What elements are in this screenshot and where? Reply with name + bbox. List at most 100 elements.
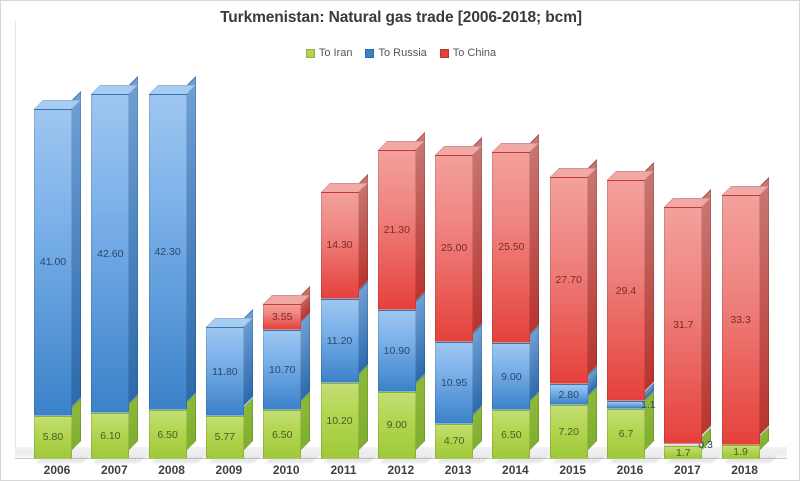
bar-segment-side <box>129 395 139 450</box>
bar-segment-side <box>415 291 425 383</box>
bar-segment-front <box>549 384 588 406</box>
x-axis-label: 2016 <box>616 463 644 477</box>
legend-label-russia: To Russia <box>378 47 427 59</box>
bar-segment[interactable]: 10.20 <box>320 364 368 459</box>
bar-segment[interactable]: 5.80 <box>34 397 81 459</box>
bar-segment-side <box>72 90 81 407</box>
bar-segment[interactable]: 2.80 <box>549 366 597 406</box>
bar-segment[interactable]: 6.10 <box>91 395 139 459</box>
bar-segment-front <box>320 191 359 299</box>
bar-segment[interactable]: 10.95 <box>435 323 483 424</box>
legend-swatch-china <box>439 48 449 58</box>
bar-segment-front <box>377 150 416 310</box>
bar-segment[interactable]: 25.50 <box>492 133 540 343</box>
bar-segment-front <box>435 423 474 459</box>
bar-segment-side <box>186 75 196 402</box>
bar-segment[interactable]: 3.55 <box>263 285 311 331</box>
bar-segment-front <box>34 108 72 416</box>
bar-segment-front <box>263 303 302 331</box>
bar-segment[interactable]: 21.30 <box>377 132 425 310</box>
bar-segment-front <box>664 446 703 459</box>
bar-segment[interactable]: 1.7 <box>664 428 712 459</box>
bar-segment-front <box>435 154 474 342</box>
bar-segment[interactable]: 5.77 <box>205 397 253 459</box>
legend-item-iran[interactable]: To Iran <box>305 47 353 59</box>
bar-segment[interactable]: 42.60 <box>91 76 139 414</box>
bar-segment-front <box>607 408 645 459</box>
bar-segment-side <box>473 323 483 415</box>
bar-segment-side <box>530 324 540 402</box>
x-axis-label: 2011 <box>330 463 357 477</box>
bar-segment[interactable]: 9.00 <box>492 324 540 411</box>
bar-segment-front <box>148 410 187 459</box>
bar-segment[interactable]: 6.50 <box>148 392 196 459</box>
bar-segment-side <box>358 280 368 374</box>
x-axis-label: 2012 <box>387 463 415 477</box>
bar-segment[interactable]: 33.3 <box>721 177 769 445</box>
x-axis-label: 2015 <box>559 463 587 477</box>
bar-segment-side <box>645 390 654 450</box>
bar-segment-front <box>492 342 531 411</box>
bar-segment[interactable]: 42.30 <box>148 75 196 411</box>
bar-segment[interactable]: 6.7 <box>607 390 654 459</box>
bar-segment[interactable]: 25.00 <box>435 136 483 342</box>
axis-frame-left <box>15 21 16 459</box>
legend-label-iran: To Iran <box>318 47 353 59</box>
bar-segment[interactable]: 31.7 <box>664 188 712 445</box>
bar-segment-front <box>664 444 703 447</box>
bar-segment[interactable]: 0.3 <box>664 426 713 451</box>
bar-segment-side <box>186 392 196 450</box>
bar-segment[interactable]: 14.30 <box>320 173 368 299</box>
bar-segment-side <box>415 132 425 301</box>
x-axis-label: 2010 <box>272 463 300 477</box>
bar-segment-side <box>473 136 483 333</box>
bar-segment-front <box>492 410 531 459</box>
bar-segment-front <box>549 405 588 459</box>
legend-item-china[interactable]: To China <box>439 47 497 59</box>
bar-segment[interactable]: 4.70 <box>435 405 483 459</box>
bar-segment-front <box>664 206 703 445</box>
legend-label-china: To China <box>452 47 497 59</box>
bar-segment-side <box>759 177 769 436</box>
bar-segment[interactable]: 41.00 <box>34 90 81 416</box>
bar-segment-side <box>415 373 425 450</box>
x-axis-label: 2009 <box>215 463 243 477</box>
bar-segment-front <box>91 413 130 459</box>
bar-segment-top <box>320 182 368 192</box>
bar-segment[interactable]: 7.20 <box>549 387 597 459</box>
bar-segment[interactable]: 11.80 <box>205 309 253 416</box>
bar-segment-front <box>320 382 359 459</box>
bar-segment[interactable]: 9.00 <box>377 373 425 459</box>
bar-segment[interactable]: 6.50 <box>263 392 311 459</box>
x-axis-label: 2018 <box>731 463 758 477</box>
bar-segment[interactable]: 29.4 <box>607 162 654 401</box>
bar-segment-front <box>607 400 645 409</box>
bar-segment-front <box>91 94 130 414</box>
bar-segment-front <box>148 93 187 411</box>
bar-segment-front <box>721 444 760 459</box>
bar-segment-side <box>301 312 311 402</box>
bar-segment-front <box>435 341 474 424</box>
bar-segment[interactable]: 10.70 <box>263 312 311 411</box>
x-axis-label: 2007 <box>100 463 128 477</box>
legend-swatch-iran <box>305 48 315 58</box>
bar-segment-front <box>34 415 72 459</box>
bar-segment-front <box>492 151 531 343</box>
bar-segment-side <box>645 162 654 392</box>
bar-segment[interactable]: 10.90 <box>377 291 425 392</box>
bar-segment[interactable]: 6.50 <box>492 392 540 459</box>
bar-segment[interactable]: 1.9 <box>721 426 769 459</box>
legend-item-russia[interactable]: To Russia <box>365 47 427 59</box>
x-axis-label: 2013 <box>444 463 472 477</box>
bar-segment[interactable]: 27.70 <box>549 158 597 385</box>
bar-segment-front <box>377 391 416 459</box>
bar-segment-front <box>721 195 760 445</box>
x-axis-label: 2014 <box>502 463 529 477</box>
chart-title: Turkmenistan: Natural gas trade [2006-20… <box>220 9 582 26</box>
bar-segment-front <box>549 176 588 385</box>
bar-segment[interactable]: 1.1 <box>607 382 656 411</box>
bar-segment[interactable]: 11.20 <box>320 280 368 383</box>
bar-segment-front <box>320 298 359 383</box>
bar-segment-front <box>607 180 645 401</box>
